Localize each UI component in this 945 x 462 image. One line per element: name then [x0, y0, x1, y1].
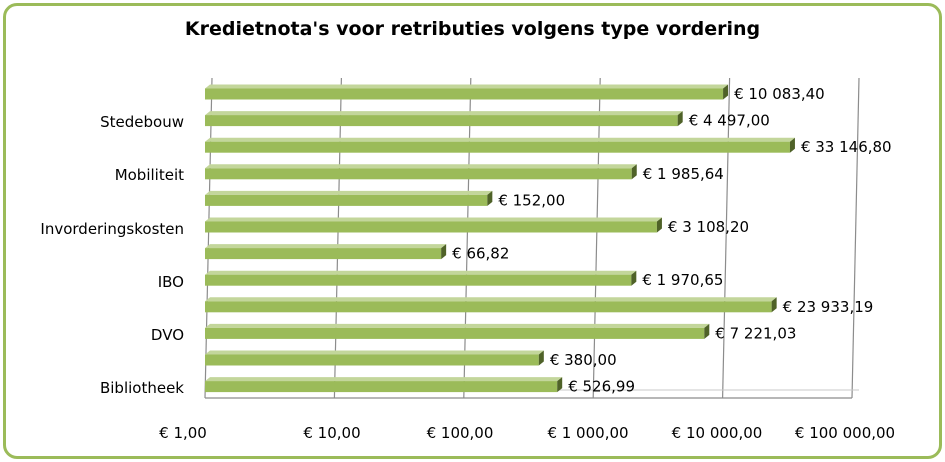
bar-top-face	[205, 377, 563, 382]
category-label: DVO	[151, 326, 184, 344]
bar-end-face	[538, 350, 544, 366]
data-label: € 10 083,40	[734, 85, 825, 103]
bar-end-face	[771, 297, 777, 313]
bar	[205, 221, 657, 233]
bar-end-face	[487, 190, 493, 206]
bar-top-face	[205, 190, 493, 195]
bar-top-face	[205, 111, 683, 116]
bar	[205, 301, 772, 313]
bar	[205, 274, 632, 286]
x-tick-label: € 100,00	[427, 424, 494, 442]
bar-end-face	[723, 84, 729, 100]
bar	[205, 354, 539, 366]
data-label: € 66,82	[452, 245, 509, 263]
bar-end-face	[557, 377, 563, 393]
x-tick-label: € 1 000,00	[547, 424, 628, 442]
category-label: Invorderingskosten	[40, 220, 184, 238]
data-label: € 7 221,03	[715, 324, 796, 342]
data-label: € 526,99	[568, 378, 635, 396]
bar-top-face	[205, 244, 447, 249]
data-label: € 152,00	[498, 191, 565, 209]
gridline	[463, 77, 472, 399]
data-label: € 3 108,20	[668, 218, 749, 236]
chart-title: Kredietnota's voor retributies volgens t…	[184, 18, 761, 40]
bar	[205, 115, 678, 127]
category-label: Bibliotheek	[100, 379, 184, 397]
bar	[205, 327, 705, 339]
data-label: € 1 970,65	[642, 271, 723, 289]
data-label: € 4 497,00	[689, 112, 770, 130]
x-tick-label: € 10 000,00	[672, 424, 763, 442]
bar-top-face	[205, 164, 637, 169]
bar-top-face	[205, 217, 662, 222]
bar-end-face	[631, 164, 637, 180]
bar-top-face	[205, 270, 637, 275]
data-label: € 1 985,64	[643, 165, 724, 183]
bar-end-face	[656, 217, 662, 233]
gridline	[722, 77, 731, 399]
bar	[205, 88, 724, 100]
bar-end-face	[677, 111, 683, 127]
category-label: IBO	[158, 273, 184, 291]
bar	[205, 194, 488, 206]
x-tick-label: € 10,00	[303, 424, 360, 442]
gridline	[204, 77, 213, 399]
category-label: Stedebouw	[100, 113, 184, 131]
bar	[205, 168, 632, 180]
bar-top-face	[205, 323, 710, 328]
bar	[205, 248, 442, 260]
x-tick-label: € 100 000,00	[795, 424, 895, 442]
x-tick-label: € 1,00	[159, 424, 207, 442]
data-label: € 380,00	[550, 351, 617, 369]
bar-end-face	[441, 244, 447, 260]
bar-top-face	[205, 84, 729, 89]
bar-top-face	[205, 350, 544, 355]
bar-end-face	[789, 137, 795, 153]
gridline	[592, 77, 601, 399]
bar	[205, 141, 790, 153]
bar-top-face	[205, 297, 777, 302]
bar	[205, 381, 558, 393]
category-label: Mobiliteit	[115, 166, 184, 184]
data-label: € 33 146,80	[801, 138, 892, 156]
bar-end-face	[631, 270, 637, 286]
bar-top-face	[205, 137, 795, 142]
bar-end-face	[704, 323, 710, 339]
data-label: € 23 933,19	[783, 298, 874, 316]
gridline	[333, 77, 342, 399]
gridline	[851, 77, 860, 399]
